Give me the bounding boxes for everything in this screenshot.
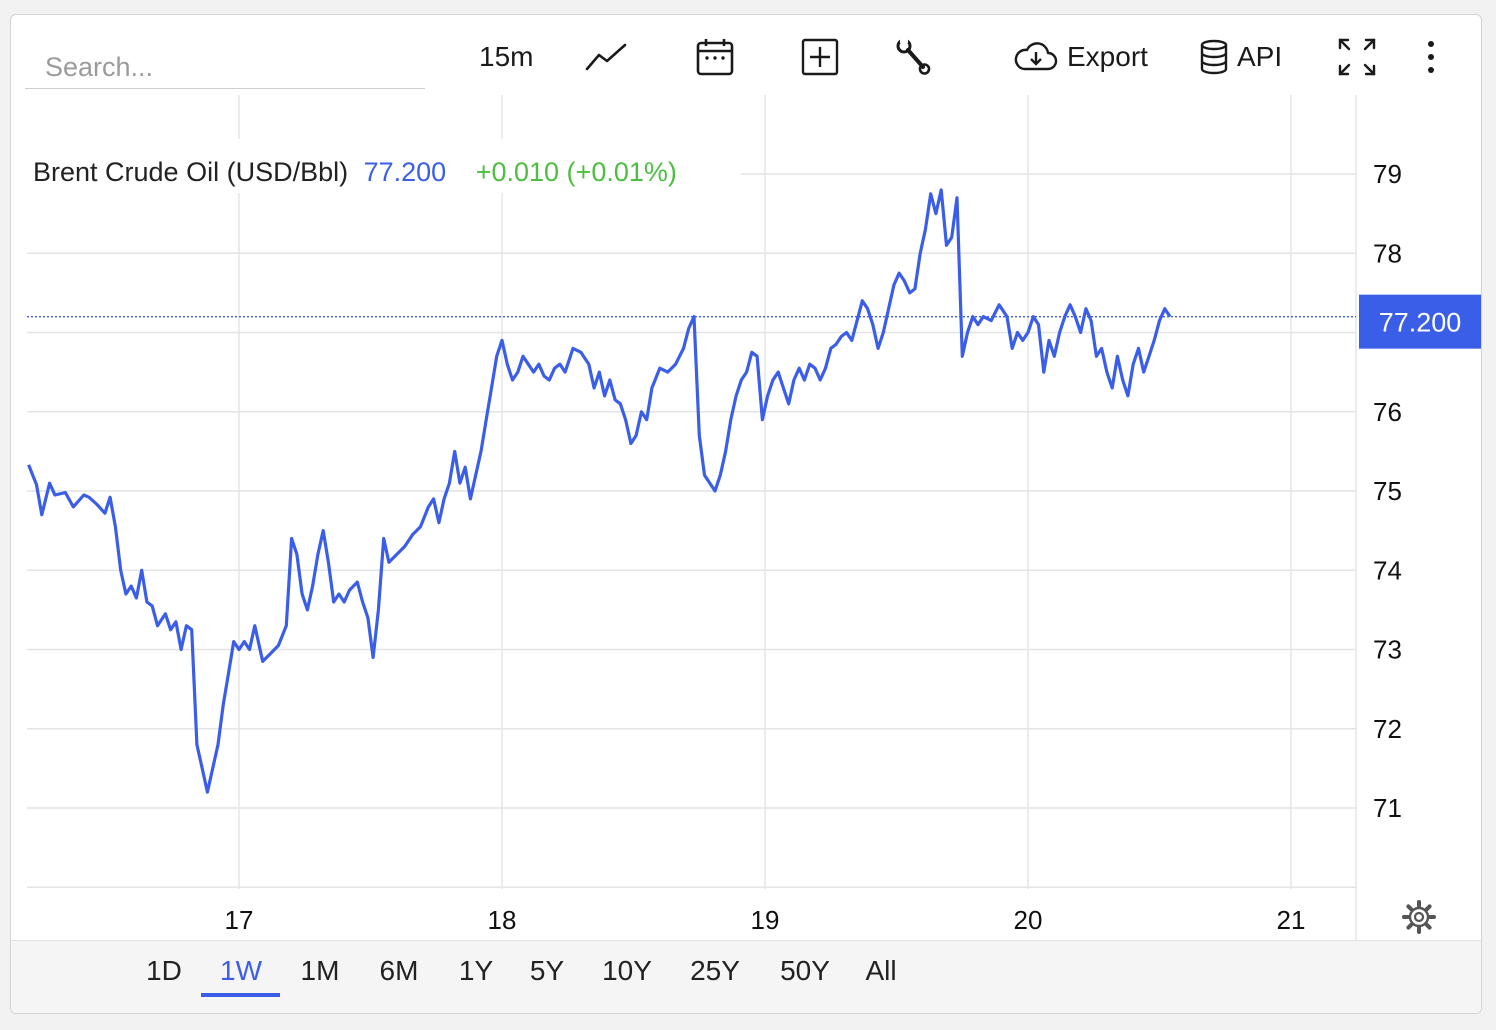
x-tick-label: 18 [488,905,517,935]
y-tick-label: 78 [1373,238,1402,268]
export-button[interactable]: Export [1013,35,1148,79]
interval-label: 15m [479,41,534,72]
range-1w[interactable]: 1W [220,955,262,986]
y-tick-label: 71 [1373,793,1402,823]
price-tag: 77.200 [1359,294,1481,349]
chart-widget: 15m [10,14,1482,1014]
database-icon [1200,39,1228,75]
y-tick-label: 74 [1373,555,1402,585]
more-vertical-icon [1428,41,1434,73]
svg-text:Brent Crude Oil (USD/Bbl): Brent Crude Oil (USD/Bbl) 77.200 +0.010 … [33,157,677,187]
x-tick-label: 19 [751,905,780,935]
api-label: API [1237,41,1283,72]
line-chart-icon [585,43,627,71]
price-line [27,188,1172,794]
range-1m[interactable]: 1M [300,955,340,986]
x-axis: 17 18 19 20 21 [225,905,1306,935]
range-6m[interactable]: 6M [379,955,419,986]
x-tick-label: 21 [1277,905,1306,935]
y-tick-label: 79 [1373,159,1402,189]
y-tick-label: 75 [1373,476,1402,506]
legend-title: Brent Crude Oil (USD/Bbl) [33,157,348,187]
fullscreen-button[interactable] [1337,35,1377,79]
legend-price: 77.200 [364,157,447,187]
date-range-button[interactable] [695,35,735,79]
add-box-icon [801,38,839,76]
range-10y[interactable]: 10Y [602,955,652,986]
chart-type-button[interactable] [585,35,627,79]
calendar-icon [696,39,734,76]
y-tick-label: 76 [1373,397,1402,427]
legend-box: Brent Crude Oil (USD/Bbl) 77.200 +0.010 … [27,139,741,193]
wrench-icon [896,37,931,75]
api-button[interactable]: API [1199,35,1282,79]
fullscreen-icon [1338,38,1376,76]
active-range-indicator [201,993,280,997]
cloud-download-icon [1014,42,1058,71]
range-1y[interactable]: 1Y [458,955,494,986]
range-all[interactable]: All [865,955,897,986]
range-5y[interactable]: 5Y [529,955,565,986]
range-selector: 1D 1W 1M 6M 1Y 5Y 10Y 25Y 50Y All [11,940,1481,1013]
range-50y[interactable]: 50Y [780,955,830,986]
price-tag-label: 77.200 [1379,308,1462,338]
grid [27,95,1357,943]
range-25y[interactable]: 25Y [690,955,740,986]
x-tick-label: 20 [1014,905,1043,935]
y-axis: 717273747576777879 [1373,159,1402,823]
range-1d[interactable]: 1D [146,955,182,986]
search-input[interactable] [25,37,425,89]
legend-change: +0.010 (+0.01%) [476,157,677,187]
settings-icon[interactable] [1402,900,1436,934]
export-label: Export [1067,41,1148,72]
tools-button[interactable] [895,35,931,79]
compare-button[interactable] [801,35,839,79]
more-menu-button[interactable] [1421,35,1441,79]
interval-selector[interactable]: 15m [479,35,533,79]
y-tick-label: 73 [1373,635,1402,665]
y-tick-label: 72 [1373,714,1402,744]
x-tick-label: 17 [225,905,254,935]
